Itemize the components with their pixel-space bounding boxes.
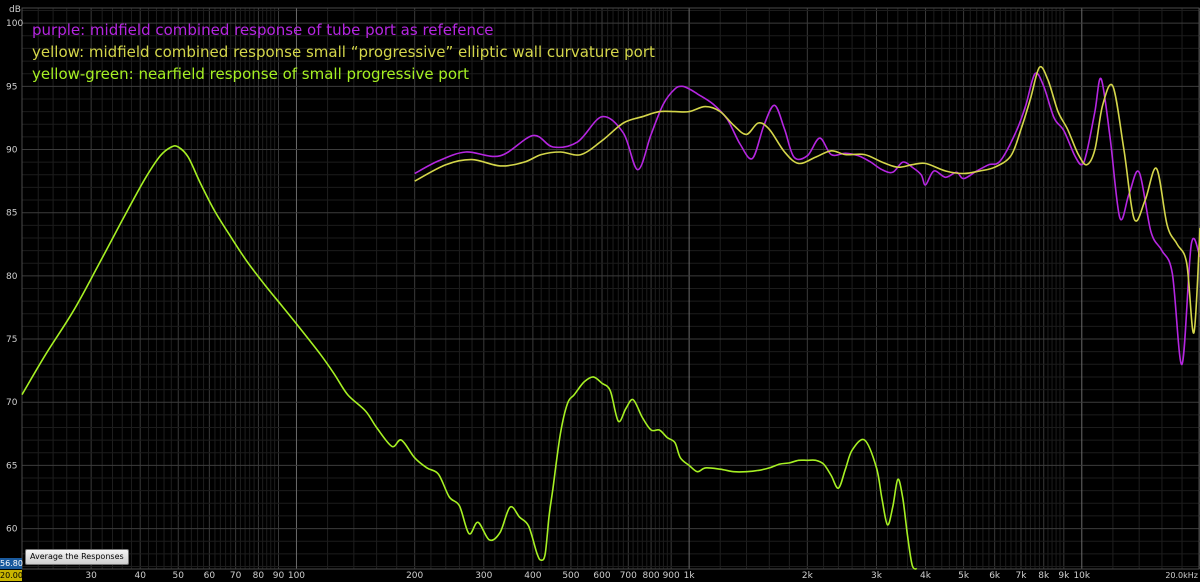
y-tick-label: 75 [6,335,17,345]
x-tick-label: 50 [173,571,185,581]
x-tick-label: 300 [475,571,492,581]
y-axis-unit-label: dB [9,5,21,15]
x-tick-label: 400 [524,571,541,581]
x-tick-label: 2k [802,571,814,581]
x-tick-label: 60 [204,571,216,581]
x-tick-label: 200 [406,571,423,581]
x-tick-label: 1k [684,571,696,581]
y-tick-label: 60 [6,525,18,535]
x-tick-label: 8k [1038,571,1050,581]
x-tick-label: 80 [253,571,265,581]
x-tick-label: 5k [958,571,970,581]
x-tick-label: 900 [663,571,680,581]
y-min-field[interactable]: 56.80 [0,558,23,569]
plot-frame [21,7,1200,570]
series-line-yellow [414,65,1200,334]
x-tick-label: 70 [230,571,242,581]
x-end-label: 20.0kHz [1165,571,1198,580]
y-tick-labels: 100 95 90 85 80 75 70 65 60 [6,19,23,534]
grid-minor [21,8,1200,569]
legend-purple: purple: midfield combined response of tu… [32,21,494,39]
grid-major [21,7,1200,570]
x-tick-label: 9k [1058,571,1070,581]
x-tick-label: 30 [85,571,97,581]
x-tick-labels: 30 40 50 60 70 80 90 100 200 300 400 500 600 700 800 90… [85,571,1198,581]
series-layer [21,65,1200,570]
average-responses-button[interactable]: Average the Responses [25,549,129,565]
legend-yellow: yellow: midfield combined response small… [32,43,655,61]
x-tick-label: 600 [593,571,610,581]
y-tick-label: 85 [6,209,17,219]
legend-yellow-green: yellow-green: nearfield response of smal… [32,65,470,83]
y-tick-label: 70 [6,398,18,408]
x-tick-label: 500 [562,571,579,581]
x-tick-label: 10k [1073,571,1090,581]
x-min-field[interactable]: 20.00 [0,570,23,581]
x-tick-label: 100 [288,571,305,581]
x-tick-label: 800 [642,571,659,581]
x-tick-label: 6k [989,571,1001,581]
x-tick-label: 40 [134,571,146,581]
x-tick-label: 4k [920,571,932,581]
x-tick-label: 700 [620,571,637,581]
x-tick-label: 3k [871,571,883,581]
x-tick-label: 90 [273,571,285,581]
y-tick-label: 65 [6,461,17,471]
x-tick-label: 7k [1015,571,1027,581]
y-tick-label: 80 [6,272,18,282]
y-tick-label: 95 [6,82,17,92]
series-line-yellow-green [21,145,918,570]
y-tick-label: 100 [6,19,23,29]
y-tick-label: 90 [6,146,18,156]
